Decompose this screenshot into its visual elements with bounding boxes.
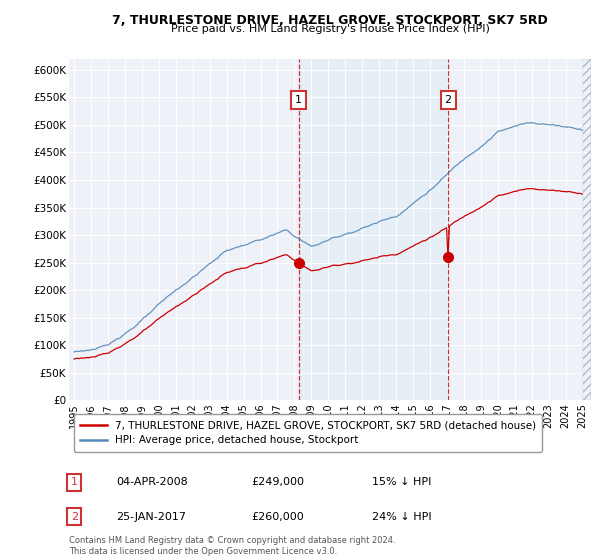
Text: 1: 1 bbox=[71, 477, 78, 487]
Text: 24% ↓ HPI: 24% ↓ HPI bbox=[372, 512, 431, 521]
Bar bbox=[583, 59, 591, 400]
Text: 04-APR-2008: 04-APR-2008 bbox=[116, 477, 188, 487]
Text: 2: 2 bbox=[71, 512, 78, 521]
Text: 7, THURLESTONE DRIVE, HAZEL GROVE, STOCKPORT, SK7 5RD: 7, THURLESTONE DRIVE, HAZEL GROVE, STOCK… bbox=[112, 14, 548, 27]
Text: 25-JAN-2017: 25-JAN-2017 bbox=[116, 512, 186, 521]
Text: Contains HM Land Registry data © Crown copyright and database right 2024.
This d: Contains HM Land Registry data © Crown c… bbox=[69, 536, 395, 556]
Text: 1: 1 bbox=[295, 95, 302, 105]
Text: Price paid vs. HM Land Registry's House Price Index (HPI): Price paid vs. HM Land Registry's House … bbox=[170, 24, 490, 34]
Text: £260,000: £260,000 bbox=[252, 512, 304, 521]
Text: £249,000: £249,000 bbox=[252, 477, 305, 487]
Legend: 7, THURLESTONE DRIVE, HAZEL GROVE, STOCKPORT, SK7 5RD (detached house), HPI: Ave: 7, THURLESTONE DRIVE, HAZEL GROVE, STOCK… bbox=[74, 414, 542, 452]
Text: 2: 2 bbox=[445, 95, 452, 105]
Text: 15% ↓ HPI: 15% ↓ HPI bbox=[372, 477, 431, 487]
Bar bbox=[299, 59, 448, 400]
